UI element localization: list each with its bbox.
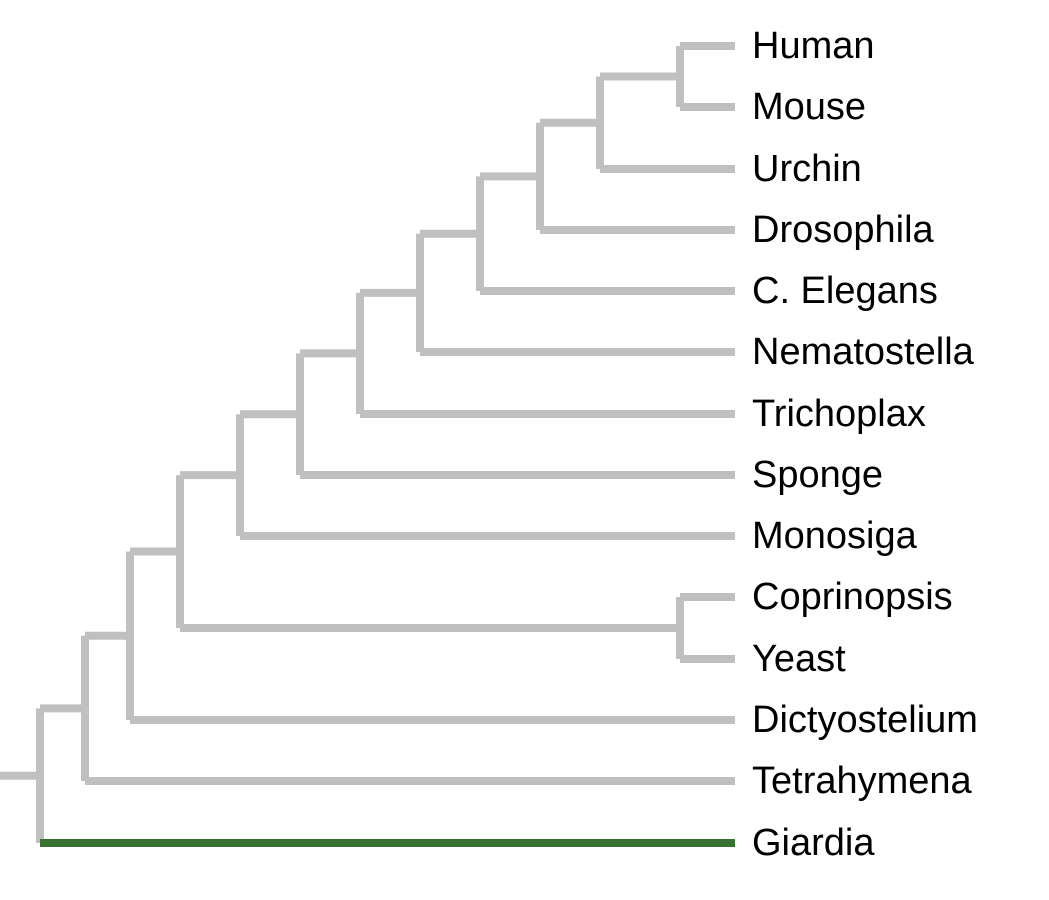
leaf-label-coprinopsis: Coprinopsis — [752, 576, 953, 618]
leaf-label-giardia: Giardia — [752, 822, 875, 864]
leaf-label-drosophila: Drosophila — [752, 209, 935, 251]
tree-labels: Human Mouse Urchin Drosophila C. Elegans Nema… — [752, 25, 978, 864]
leaf-label-trichoplax: Trichoplax — [752, 393, 926, 435]
leaf-label-sponge: Sponge — [752, 454, 883, 496]
leaf-label-yeast: Yeast — [752, 638, 846, 680]
leaf-label-monosiga: Monosiga — [752, 515, 918, 557]
leaf-label-nematostella: Nematostella — [752, 331, 975, 373]
leaf-label-tetrahymena: Tetrahymena — [752, 760, 973, 802]
leaf-label-urchin: Urchin — [752, 148, 862, 190]
tree-branches — [0, 46, 735, 843]
leaf-label-mouse: Mouse — [752, 86, 866, 128]
leaf-label-human: Human — [752, 25, 875, 67]
phylogenetic-tree: Human Mouse Urchin Drosophila C. Elegans Nema… — [0, 0, 1049, 900]
leaf-label-celegans: C. Elegans — [752, 270, 938, 312]
leaf-label-dictyostelium: Dictyostelium — [752, 699, 978, 741]
